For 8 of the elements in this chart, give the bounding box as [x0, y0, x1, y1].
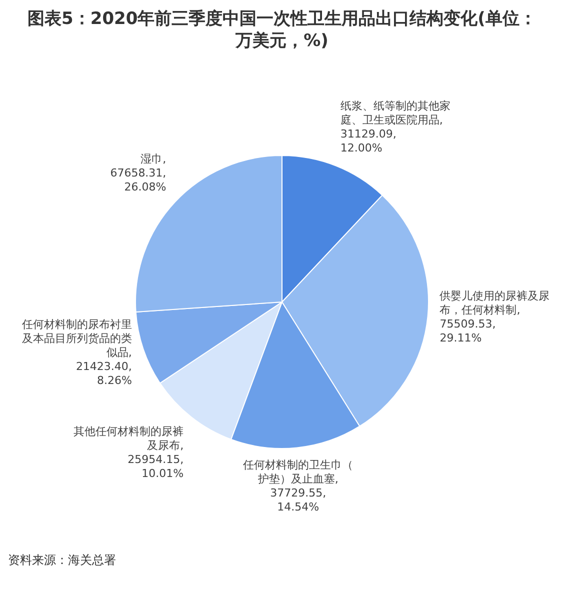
- chart-title: 图表5：2020年前三季度中国一次性卫生用品出口结构变化(单位：万美元，%): [26, 8, 538, 52]
- slice-label: 湿巾, 67658.31, 26.08%: [110, 152, 166, 194]
- text: 资料来源：海关总署: [8, 552, 117, 569]
- slice-label: 任何材料制的卫生巾（护垫）及止血塞, 37729.55, 14.54%: [242, 458, 354, 514]
- slice-label: 其他任何材料制的尿裤及尿布, 25954.15, 10.01%: [74, 425, 184, 480]
- slice-label: 供婴儿使用的尿裤及尿布，任何材料制, 75509.53, 29.11%: [440, 289, 550, 344]
- slice-label: 纸浆、纸等制的其他家庭、卫生或医院用品, 31129.09, 12.00%: [340, 99, 450, 154]
- slice-label: 任何材料制的尿布衬里及本品目所列货品的类似品, 21423.40, 8.26%: [20, 318, 132, 387]
